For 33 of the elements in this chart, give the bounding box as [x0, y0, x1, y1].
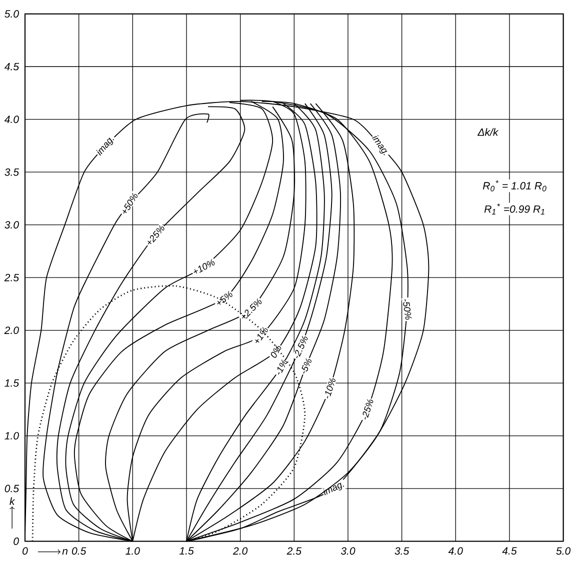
text: imag.	[323, 482, 344, 496]
x-axis-title: n	[62, 548, 68, 555]
y-tick-label: 5.0	[4, 10, 19, 18]
series-label: +5%	[217, 290, 232, 305]
x-tick-label: 5.0	[556, 547, 571, 555]
annotation: R$_{1}$$^{*}$ =0.99 R$_{1}$	[484, 203, 544, 214]
series-label: +10%	[194, 259, 215, 274]
x-tick-label: 2.0	[232, 547, 248, 555]
x-tick-label: 3.5	[394, 547, 410, 555]
x-tick-label: 1.0	[126, 547, 140, 555]
y-tick-label: 4.0	[4, 116, 19, 124]
series-label: 0%	[270, 344, 282, 358]
y-tick-label: 2.0	[4, 326, 19, 334]
y-tick-label: 3.0	[4, 221, 19, 229]
y-tick-label: 1.5	[4, 379, 20, 387]
series-label: -1%	[278, 359, 288, 375]
x-tick-label: 4.5	[502, 547, 517, 555]
series-label: -5%	[302, 358, 312, 374]
x-tick-label: 0.5	[72, 547, 86, 555]
annotation: Δk/k	[477, 128, 499, 136]
y-tick-label: 0.5	[4, 484, 20, 492]
x-tick-label: 2.5	[286, 547, 302, 555]
x-tick-label: 4.0	[448, 547, 463, 555]
y-tick-label: 4.5	[4, 62, 20, 70]
y-tick-label: 0	[14, 537, 19, 545]
y-axis-title: k	[10, 497, 16, 505]
y-tick-label: 2.5	[4, 274, 20, 282]
y-tick-label: 3.5	[4, 168, 20, 176]
annotation: R$_{0}$$^{*}$ = 1.01 R$_{0}$	[482, 180, 546, 192]
y-tick-label: 1.0	[4, 432, 19, 440]
x-tick-label: 0	[22, 547, 28, 555]
x-tick-label: 1.5	[179, 547, 194, 555]
x-tick-label: 3.0	[340, 547, 356, 555]
